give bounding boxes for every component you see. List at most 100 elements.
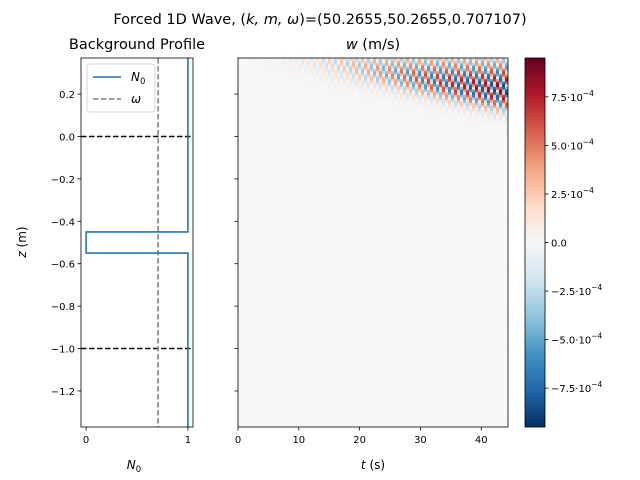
heatmap-cell bbox=[259, 142, 263, 146]
heatmap-cell bbox=[241, 134, 245, 138]
heatmap-cell bbox=[250, 155, 254, 159]
heatmap-cell bbox=[250, 374, 254, 378]
heatmap-cell bbox=[262, 258, 266, 262]
heatmap-cell bbox=[259, 242, 263, 246]
heatmap-cell bbox=[259, 97, 263, 101]
heatmap-cell bbox=[244, 71, 248, 75]
heatmap-cell bbox=[265, 131, 269, 136]
heatmap-cell bbox=[256, 189, 260, 194]
heatmap-cell bbox=[262, 152, 266, 157]
heatmap-cell bbox=[238, 63, 242, 67]
heatmap-cell bbox=[265, 76, 269, 80]
heatmap-cell bbox=[241, 355, 245, 360]
heatmap-cell bbox=[244, 268, 248, 273]
heatmap-cell bbox=[253, 400, 257, 404]
heatmap-cell bbox=[259, 358, 263, 362]
heatmap-cell bbox=[262, 400, 266, 404]
legend-n0-label: N0 bbox=[131, 70, 145, 87]
heatmap-cell bbox=[262, 81, 266, 85]
heatmap-cell bbox=[238, 379, 242, 383]
heatmap-cell bbox=[250, 224, 254, 228]
heatmap-cell bbox=[250, 305, 254, 309]
heatmap-cell bbox=[259, 366, 263, 370]
heatmap-cell bbox=[238, 419, 242, 423]
heatmap-cell bbox=[253, 65, 257, 70]
heatmap-cell bbox=[250, 79, 254, 83]
heatmap-cell bbox=[241, 305, 245, 309]
heatmap-cell bbox=[262, 421, 266, 425]
heatmap-cell bbox=[253, 316, 257, 320]
heatmap-cell bbox=[265, 105, 269, 109]
heatmap-cell bbox=[262, 163, 266, 167]
heatmap-cell bbox=[244, 79, 248, 83]
heatmap-cell bbox=[250, 350, 254, 354]
heatmap-cell bbox=[256, 239, 260, 244]
heatmap-cell bbox=[259, 139, 263, 143]
heatmap-cell bbox=[256, 382, 260, 386]
heatmap-cell bbox=[253, 176, 257, 180]
heatmap-cell bbox=[262, 287, 266, 291]
heatmap-cell bbox=[253, 184, 257, 188]
heatmap-cell bbox=[253, 300, 257, 304]
heatmap-cell bbox=[256, 179, 260, 183]
heatmap-cell bbox=[247, 419, 251, 423]
heatmap-cell bbox=[250, 110, 254, 114]
heatmap-cell bbox=[238, 342, 242, 346]
heatmap-cell bbox=[250, 324, 254, 328]
heatmap-cell bbox=[253, 118, 257, 122]
heatmap-cell bbox=[238, 173, 242, 178]
heatmap-cell bbox=[247, 84, 251, 88]
heatmap-cell bbox=[247, 187, 251, 191]
heatmap-cell bbox=[265, 187, 269, 191]
heatmap-cell bbox=[265, 300, 269, 304]
heatmap-cell bbox=[247, 150, 251, 154]
heatmap-cell bbox=[253, 131, 257, 136]
heatmap-cell bbox=[244, 313, 248, 317]
heatmap-cell bbox=[238, 115, 242, 120]
heatmap-cell bbox=[265, 202, 269, 207]
heatmap-cell bbox=[253, 387, 257, 391]
heatmap-cell bbox=[247, 110, 251, 114]
heatmap-cell bbox=[244, 384, 248, 389]
heatmap-cell bbox=[253, 374, 257, 378]
heatmap-cell bbox=[250, 300, 254, 304]
heatmap-cell bbox=[265, 71, 269, 75]
heatmap-cell bbox=[244, 387, 248, 391]
heatmap-cell bbox=[256, 134, 260, 138]
heatmap-cell bbox=[244, 126, 248, 130]
heatmap-cell bbox=[259, 318, 263, 323]
heatmap-cell bbox=[253, 226, 257, 230]
heatmap-cell bbox=[259, 218, 263, 223]
heatmap-cell bbox=[256, 150, 260, 154]
heatmap-cell bbox=[262, 221, 266, 225]
heatmap-cell bbox=[265, 58, 269, 62]
heatmap-cell bbox=[250, 131, 254, 136]
heatmap-cell bbox=[256, 326, 260, 331]
heatmap-cell bbox=[262, 292, 266, 296]
heatmap-cell bbox=[247, 189, 251, 194]
heatmap-cell bbox=[262, 65, 266, 70]
heatmap-cell bbox=[265, 163, 269, 167]
heatmap-cell bbox=[250, 405, 254, 410]
heatmap-cell bbox=[241, 68, 245, 72]
heatmap-cell bbox=[256, 221, 260, 225]
heatmap-cell bbox=[259, 355, 263, 360]
heatmap-cell bbox=[247, 274, 251, 278]
heatmap-cell bbox=[265, 100, 269, 104]
heatmap-cell bbox=[253, 250, 257, 254]
heatmap-cell bbox=[250, 115, 254, 120]
heatmap-cell bbox=[253, 350, 257, 354]
heatmap-cell bbox=[253, 108, 257, 112]
heatmap-cell bbox=[250, 384, 254, 389]
heatmap-cell bbox=[253, 197, 257, 201]
heatmap-cell bbox=[259, 361, 263, 365]
heatmap-cell bbox=[253, 150, 257, 154]
heatmap-cell bbox=[259, 247, 263, 252]
heatmap-cell bbox=[259, 384, 263, 389]
heatmap-cell bbox=[244, 184, 248, 188]
w-heatmap-panel: w (m/s) 0 10 20 30 40 t (s) bbox=[234, 37, 509, 472]
heatmap-cell bbox=[247, 271, 251, 275]
heatmap-cell bbox=[241, 332, 245, 336]
heatmap-cell bbox=[238, 205, 242, 209]
heatmap-cell bbox=[241, 311, 245, 315]
